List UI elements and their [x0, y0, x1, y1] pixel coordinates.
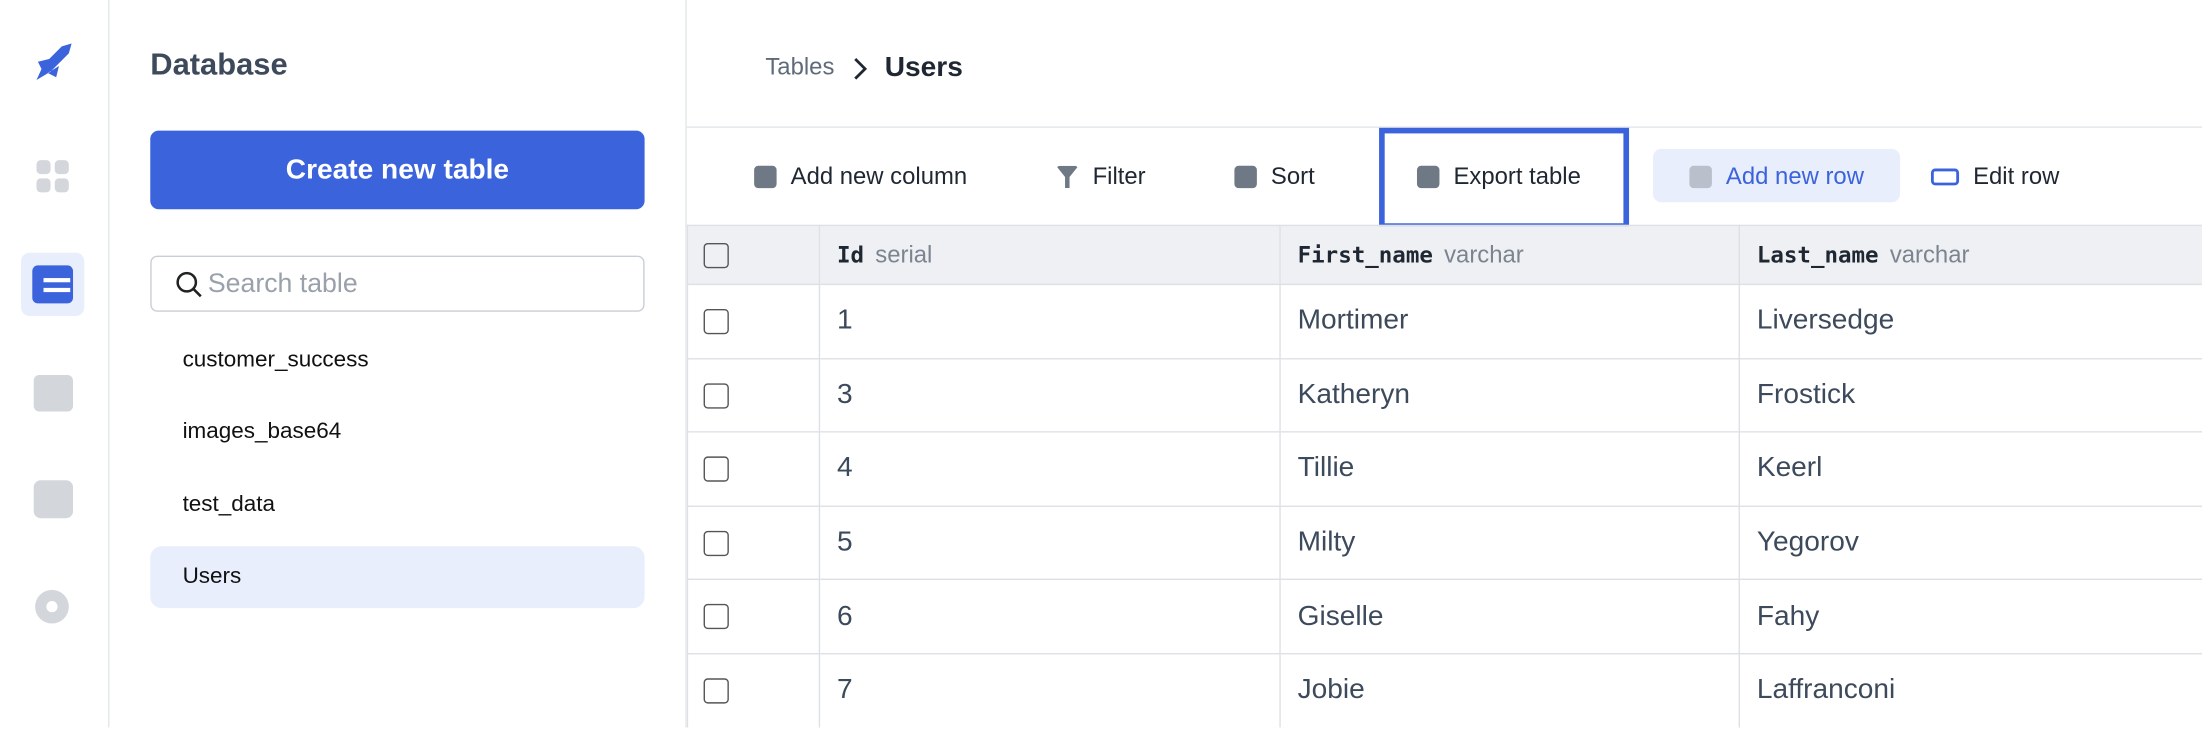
- cell: Giselle: [1279, 579, 1740, 655]
- column-type: varchar: [1444, 240, 1524, 268]
- column-name: Last_name: [1756, 240, 1879, 268]
- sidebar: Database Create new table Search table c…: [110, 0, 687, 728]
- cell: 7: [818, 652, 1281, 728]
- cell: [686, 505, 821, 581]
- toolbar-button[interactable]: Sort: [1234, 160, 1315, 194]
- dashboard-icon[interactable]: [36, 160, 69, 193]
- row: 4 Tillie Keerl: [686, 431, 2202, 507]
- cell: [686, 652, 821, 728]
- toolbar-icon: [1416, 165, 1440, 189]
- search-icon: [176, 271, 202, 298]
- cell: [686, 431, 821, 507]
- toolbar-icon: [1689, 165, 1712, 189]
- header-cell[interactable]: First_name varchar: [1279, 224, 1740, 286]
- toolbar-button[interactable]: Edit row: [1930, 160, 2060, 194]
- toolbar-label: Filter: [1092, 162, 1146, 190]
- row: 7 Jobie Laffranconi: [686, 652, 2202, 728]
- logo[interactable]: [36, 43, 72, 81]
- cell: [686, 579, 821, 655]
- cell: Fahy: [1738, 579, 2202, 655]
- checkbox[interactable]: [703, 308, 729, 335]
- breadcrumb-chevron: [854, 57, 868, 80]
- search-box[interactable]: Search table: [150, 255, 645, 312]
- checkbox[interactable]: [703, 242, 729, 269]
- cell: [686, 357, 821, 433]
- table-item[interactable]: test_data: [150, 474, 644, 536]
- cell: Milty: [1279, 505, 1740, 581]
- cell: Laffranconi: [1738, 652, 2202, 728]
- column-name: First_name: [1297, 240, 1433, 268]
- breadcrumb-current: Users: [884, 51, 963, 83]
- header-cell[interactable]: Last_name varchar: [1738, 224, 2202, 286]
- store-icon[interactable]: [33, 480, 74, 519]
- cell: 6: [818, 579, 1281, 655]
- cell: Mortimer: [1279, 283, 1740, 359]
- storage-icon[interactable]: [33, 374, 74, 412]
- cell: Liversedge: [1738, 283, 2202, 359]
- row: 6 Giselle Fahy: [686, 579, 2202, 655]
- main: Tables Users Add new column Filter Sort Exp…: [686, 0, 2202, 728]
- toolbar-icon: [1234, 165, 1257, 189]
- table-item-label: test_data: [182, 492, 276, 517]
- table-item[interactable]: customer_success: [150, 330, 644, 392]
- toolbar-label: Add new column: [790, 162, 968, 190]
- header-row: Id serial First_name varchar Last_name varcha…: [686, 224, 2202, 286]
- toolbar-icon: [1056, 165, 1079, 189]
- checkbox[interactable]: [703, 456, 729, 482]
- table-item-label: images_base64: [182, 420, 342, 445]
- nav-rail: [0, 0, 110, 728]
- row: 1 Mortimer Liversedge: [686, 283, 2202, 359]
- row: 5 Milty Yegorov: [686, 505, 2202, 581]
- checkbox[interactable]: [703, 678, 729, 704]
- toolbar-button[interactable]: Export table: [1416, 160, 1581, 194]
- toolbar-button[interactable]: Add new column: [754, 160, 967, 194]
- cell: 5: [818, 505, 1281, 581]
- toolbar-label: Export table: [1453, 162, 1581, 190]
- table-item[interactable]: Users: [150, 546, 645, 608]
- cell: Jobie: [1279, 652, 1740, 728]
- cell: Keerl: [1738, 431, 2202, 507]
- checkbox[interactable]: [703, 604, 729, 630]
- breadcrumb-parent[interactable]: Tables: [765, 53, 835, 81]
- toolbar-label: Add new row: [1725, 162, 1864, 190]
- toolbar-button[interactable]: Filter: [1056, 160, 1146, 194]
- table-item-label: customer_success: [182, 348, 369, 373]
- table-item-label: Users: [182, 564, 242, 589]
- cell: 3: [818, 357, 1281, 433]
- table-icon[interactable]: [32, 265, 74, 304]
- column-type: serial: [875, 240, 933, 268]
- cell: 4: [818, 431, 1281, 507]
- checkbox[interactable]: [703, 382, 729, 409]
- cell: Yegorov: [1738, 505, 2202, 581]
- column-type: varchar: [1889, 240, 1970, 268]
- create-button[interactable]: Create new table: [150, 130, 645, 210]
- header-cell[interactable]: Id serial: [818, 224, 1281, 286]
- toolbar-label: Sort: [1270, 162, 1315, 190]
- divider: [686, 126, 2202, 128]
- toolbar-button[interactable]: Add new row: [1689, 160, 1864, 194]
- toolbar-label: Edit row: [1973, 162, 2060, 190]
- toolbar-icon: [1930, 168, 1960, 186]
- nav-icons: [21, 43, 85, 624]
- column-name: Id: [836, 240, 865, 268]
- cell: Tillie: [1279, 431, 1740, 507]
- cell: [686, 283, 821, 359]
- data-table: Id serial First_name varchar Last_name varcha…: [686, 224, 2202, 728]
- settings-hole: [46, 601, 58, 613]
- header-cell: [686, 224, 821, 286]
- search-placeholder: Search table: [207, 269, 358, 300]
- cell: Frostick: [1738, 357, 2202, 433]
- cell: 1: [818, 283, 1281, 359]
- cell: Katheryn: [1279, 357, 1740, 433]
- table-item[interactable]: images_base64: [150, 402, 644, 464]
- toolbar-icon: [754, 165, 777, 189]
- sidebar-title: Database: [150, 46, 288, 82]
- checkbox[interactable]: [703, 530, 729, 556]
- row: 3 Katheryn Frostick: [686, 357, 2202, 433]
